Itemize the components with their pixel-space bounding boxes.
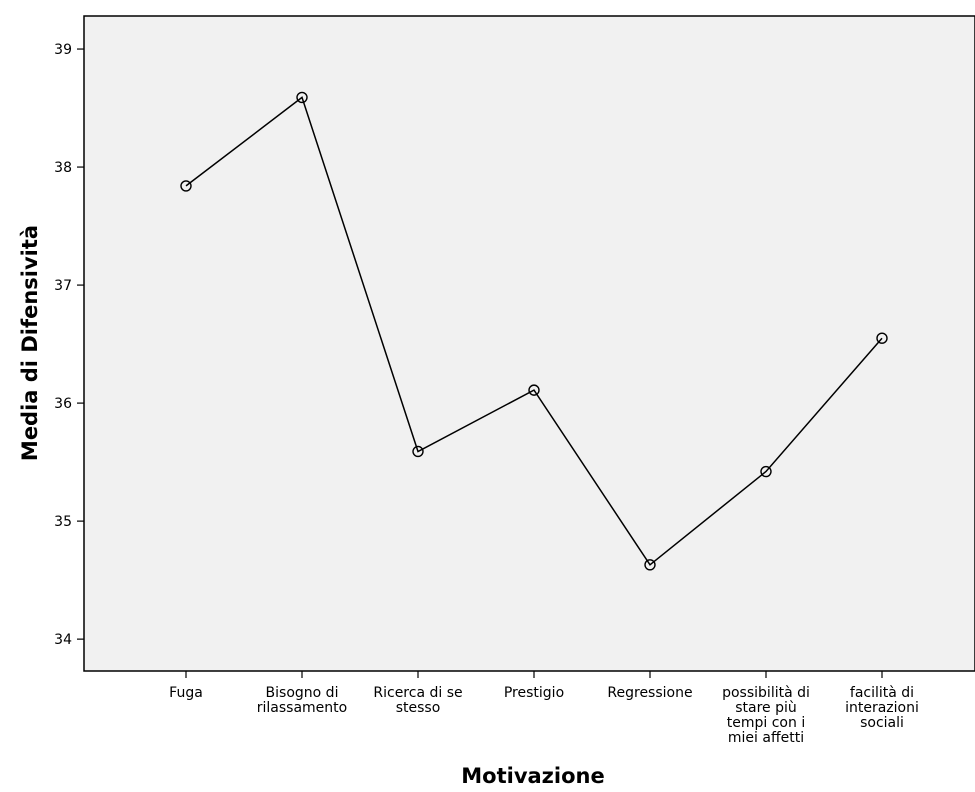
data-point: [412, 445, 424, 458]
x-tick-label-line: stesso: [396, 700, 441, 716]
x-tick-label-line: rilassamento: [257, 700, 347, 716]
x-axis-title: Motivazione: [461, 764, 604, 788]
x-tick-label-line: tempi con i: [727, 715, 805, 731]
x-tick-label: Bisogno di rilassamento: [257, 685, 347, 716]
data-point: [644, 559, 656, 571]
series-line: [185, 96, 883, 566]
x-tick-label-line: possibilità di: [722, 685, 810, 701]
data-point: [528, 384, 540, 396]
x-tick-label-line: Fuga: [169, 685, 203, 701]
data-point: [180, 180, 192, 192]
x-tick-label: facilità di interazioni sociali: [845, 685, 919, 731]
x-tick-label-line: facilità di: [850, 685, 914, 701]
x-tick-label-line: interazioni: [845, 700, 919, 716]
x-tick-label: Prestigio: [504, 685, 564, 701]
x-tick-label: possibilità di stare più tempi con i miei a…: [722, 685, 810, 746]
data-point: [296, 91, 308, 104]
y-tick-label: 34: [54, 632, 72, 648]
plot-area: [83, 15, 975, 672]
x-tick-label-line: Ricerca di se: [373, 685, 462, 701]
y-tick-label: 37: [54, 278, 72, 294]
y-tick-label: 35: [54, 514, 72, 530]
x-tick-label: Fuga: [169, 685, 203, 701]
x-tick-label: Regressione: [607, 685, 692, 701]
x-tick-label-line: stare più: [735, 700, 797, 716]
x-tick-label-line: sociali: [860, 715, 904, 731]
data-point: [760, 465, 772, 478]
y-tick-label: 39: [54, 42, 72, 58]
x-tick-label-line: Bisogno di: [266, 685, 339, 701]
y-axis-title: Media di Difensività: [18, 225, 42, 461]
x-tick-label-line: miei affetti: [728, 730, 804, 746]
data-point: [876, 332, 888, 344]
y-tick-label: 36: [54, 396, 72, 412]
x-tick-label: Ricerca di se stesso: [373, 685, 462, 716]
x-tick-label-line: Prestigio: [504, 685, 564, 701]
x-tick-label-line: Regressione: [607, 685, 692, 701]
y-tick-label: 38: [54, 160, 72, 176]
data-points: [180, 91, 888, 571]
y-axis-ticks: 34 35 36 37 38 39: [54, 42, 84, 648]
